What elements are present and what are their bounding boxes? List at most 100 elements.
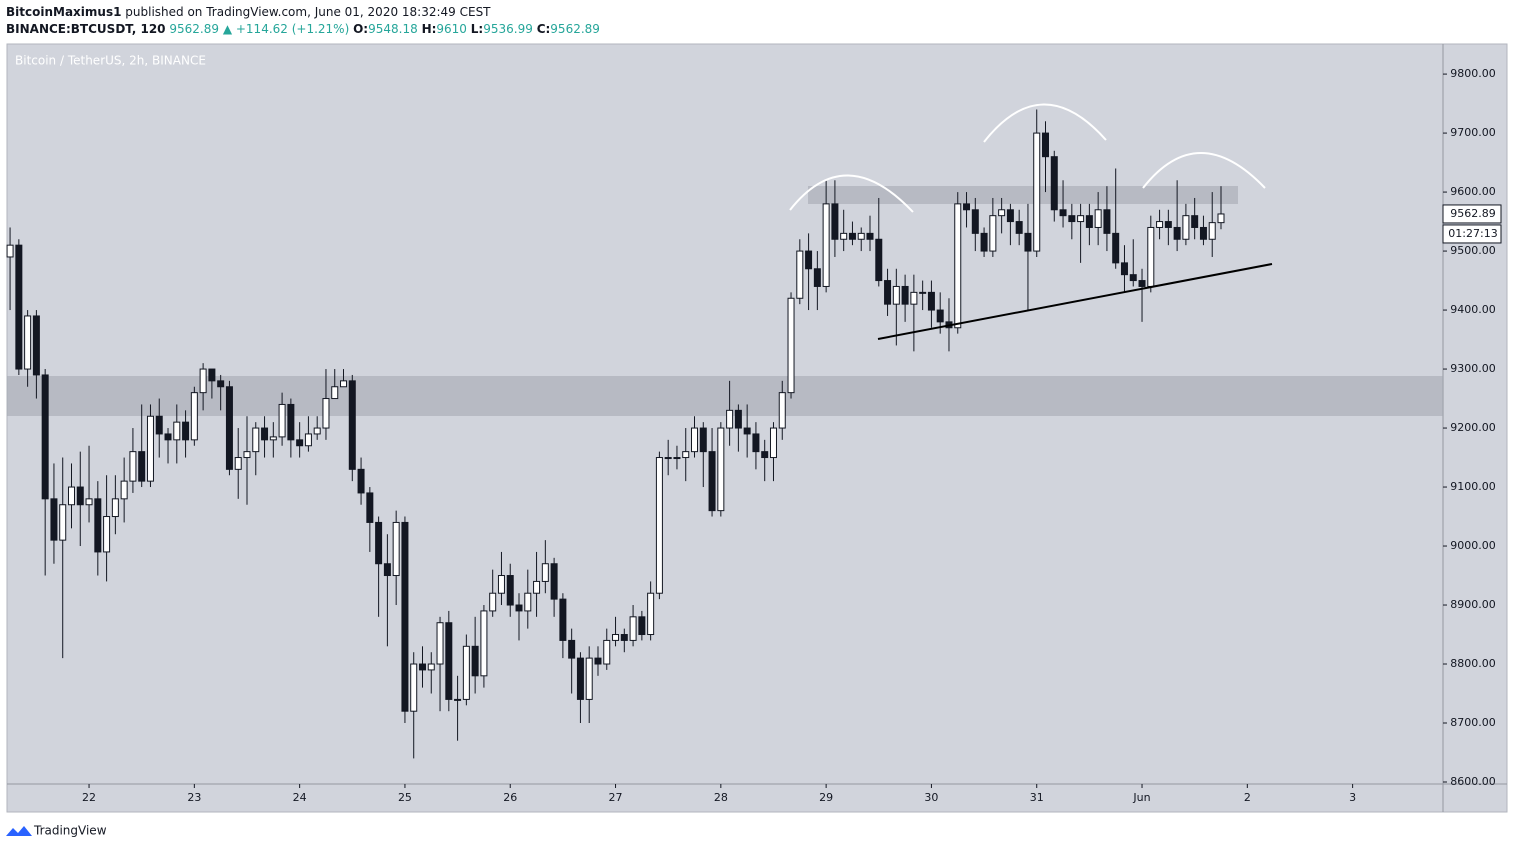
candle-down: [471, 645, 479, 677]
candle-down: [936, 309, 944, 323]
x-tick-label: Jun: [1132, 791, 1150, 804]
candle-down: [357, 468, 365, 494]
candle-down: [155, 415, 163, 435]
candle-up: [462, 645, 470, 700]
candle-down: [848, 232, 856, 240]
candle-down: [1103, 209, 1111, 234]
candle-down: [743, 427, 751, 435]
candle-down: [927, 291, 935, 311]
candle-up: [1077, 215, 1085, 223]
candle-down: [901, 285, 909, 305]
candle-up: [682, 451, 690, 459]
candle-down: [1006, 209, 1014, 223]
candle-up: [103, 516, 111, 553]
candle-down: [1042, 132, 1050, 158]
last-price-tag: 9562.89 01:27:13: [1442, 204, 1502, 244]
last-price: 9562.89: [169, 22, 219, 36]
o-label: O:: [353, 22, 369, 36]
candle-down: [1199, 226, 1207, 240]
c-value: 9562.89: [550, 22, 600, 36]
candle-up: [840, 232, 848, 240]
candle-down: [884, 280, 892, 305]
candle-up: [313, 427, 321, 435]
candle-down: [1059, 209, 1067, 217]
candle-up: [717, 427, 725, 512]
candle-down: [506, 575, 514, 606]
candle-up: [234, 457, 242, 470]
last-price-label: 9562.89: [1450, 207, 1496, 220]
candle-down: [138, 451, 146, 482]
author[interactable]: BitcoinMaximus1: [6, 5, 122, 19]
chart-title: Bitcoin / TetherUS, 2h, BINANCE: [15, 54, 206, 68]
candle-up: [998, 209, 1006, 217]
y-tick-label: 9200.00: [1450, 421, 1496, 434]
candle-down: [1138, 280, 1146, 287]
x-tick-label: 23: [187, 791, 201, 804]
candle-up: [1217, 213, 1225, 224]
candle-down: [32, 315, 40, 376]
candle-down: [164, 433, 172, 441]
candle-up: [24, 315, 32, 370]
symbol-line: BINANCE:BTCUSDT, 120 9562.89 ▲ +114.62 (…: [6, 22, 600, 36]
candle-down: [550, 563, 558, 600]
candle-up: [603, 639, 611, 665]
candle-up: [322, 398, 330, 429]
candle-up: [612, 634, 620, 641]
candle-down: [594, 657, 602, 665]
y-tick-label: 8900.00: [1450, 598, 1496, 611]
candle-down: [1068, 215, 1076, 223]
candle-up: [541, 563, 549, 582]
last-price-box: [1442, 204, 1502, 224]
candle-down: [805, 250, 813, 270]
candle-down: [1085, 215, 1093, 228]
candle-down: [1191, 215, 1199, 228]
candle-down: [708, 451, 716, 512]
candle-down: [1050, 156, 1058, 211]
axes: 8600.00 8700.00 8800.00 8900.00 9000.00 9100.…: [82, 67, 1496, 804]
l-label: L:: [470, 22, 484, 36]
candle-down: [734, 409, 742, 429]
resistance-zone: [808, 186, 1238, 204]
candle-up: [190, 392, 198, 441]
candle-down: [866, 232, 874, 240]
candle-down: [76, 486, 84, 506]
candle-down: [638, 616, 646, 636]
candle-up: [304, 433, 312, 447]
candle-up: [1182, 215, 1190, 240]
symbol: BINANCE:BTCUSDT, 120: [6, 22, 166, 36]
candle-up: [199, 368, 207, 394]
h-value: 9610: [436, 22, 467, 36]
candle-up: [146, 415, 154, 482]
candle-down: [1112, 232, 1120, 264]
candle-up: [1094, 209, 1102, 228]
y-tick-label: 8800.00: [1450, 657, 1496, 670]
x-tick-label: 28: [714, 791, 728, 804]
candle-down: [515, 604, 523, 612]
y-tick-label: 9600.00: [1450, 185, 1496, 198]
candle-down: [287, 403, 295, 441]
candle-up: [454, 698, 462, 701]
candle-up: [673, 457, 681, 460]
candle-down: [1015, 221, 1023, 234]
candle-down: [813, 268, 821, 287]
left-shoulder-arc: [789, 174, 914, 213]
change: ▲ +114.62 (+1.21%): [222, 22, 350, 36]
candle-down: [217, 380, 225, 388]
logo-icon: [6, 826, 32, 836]
logo[interactable]: TradingView: [6, 824, 107, 838]
candle-down: [875, 238, 883, 282]
candle-up: [769, 427, 777, 459]
candle-down: [383, 563, 391, 577]
candle-up: [647, 592, 655, 636]
y-tick-label: 9500.00: [1450, 244, 1496, 257]
candle-down: [375, 521, 383, 565]
candle-down: [1024, 232, 1032, 252]
candle-down: [401, 521, 409, 712]
candle-down: [261, 427, 269, 441]
candle-down: [225, 386, 233, 470]
candle-up: [1208, 222, 1216, 240]
candle-up: [243, 451, 251, 459]
candle-up: [392, 521, 400, 577]
candle-up: [489, 592, 497, 612]
